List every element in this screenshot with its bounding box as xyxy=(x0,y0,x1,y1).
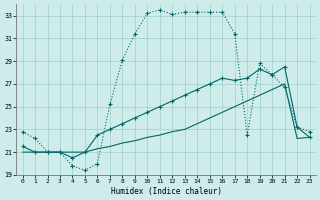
X-axis label: Humidex (Indice chaleur): Humidex (Indice chaleur) xyxy=(111,187,221,196)
